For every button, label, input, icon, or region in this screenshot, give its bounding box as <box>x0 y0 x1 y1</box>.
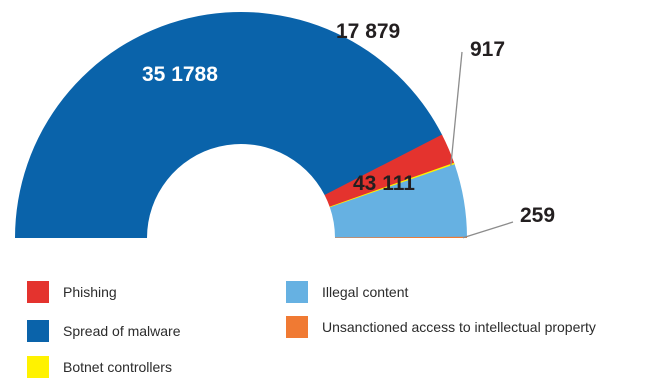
legend-swatch-botnet-controllers <box>27 356 49 378</box>
data-label-phishing: 17 879 <box>336 20 400 43</box>
legend-swatch-spread-of-malware <box>27 320 49 342</box>
legend-swatch-unsanctioned-access <box>286 316 308 338</box>
legend-item-unsanctioned-access: Unsanctioned access to intellectual prop… <box>286 316 596 338</box>
segment-botnet-controllers <box>329 162 455 208</box>
legend-label-illegal-content: Illegal content <box>322 284 409 300</box>
data-labels: 35 1788 17 879 917 43 111 259 <box>142 20 555 239</box>
legend-item-botnet-controllers: Botnet controllers <box>27 356 172 378</box>
semi-donut-chart: 35 1788 17 879 917 43 111 259 <box>15 11 555 239</box>
legend-label-phishing: Phishing <box>63 284 117 300</box>
segment-illegal-content <box>329 164 467 238</box>
leader-line-unsanctioned-access-to-intellectual-property <box>462 221 514 239</box>
segment-phishing <box>324 134 455 207</box>
data-label-illegal-content: 43 111 <box>353 172 415 195</box>
segment-spread-of-malware <box>15 11 443 239</box>
legend-item-spread-of-malware: Spread of malware <box>27 320 181 342</box>
legend-item-illegal-content: Illegal content <box>286 281 408 303</box>
segment-unsanctioned-access-to-intellectual-property <box>334 236 467 238</box>
chart-segments <box>15 11 467 239</box>
leader-line-botnet-controllers <box>450 51 463 166</box>
legend-item-phishing: Phishing <box>27 281 117 303</box>
data-label-botnet-controllers: 917 <box>470 38 505 61</box>
data-label-spread-of-malware: 35 1788 <box>142 63 218 86</box>
legend-label-botnet-controllers: Botnet controllers <box>63 359 172 375</box>
legend-swatch-phishing <box>27 281 49 303</box>
legend-label-unsanctioned-access: Unsanctioned access to intellectual prop… <box>322 319 596 335</box>
legend-swatch-illegal-content <box>286 281 308 303</box>
legend-label-spread-of-malware: Spread of malware <box>63 323 181 339</box>
data-label-unsanctioned-access-to-intellectual-property: 259 <box>520 204 555 227</box>
